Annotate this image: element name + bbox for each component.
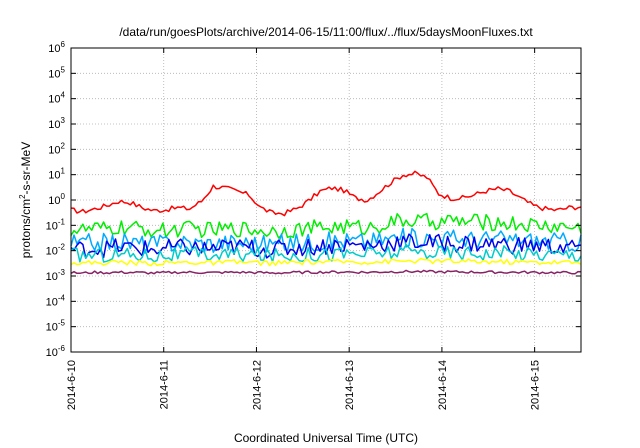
y-tick-label: 10-4 bbox=[46, 293, 66, 308]
grid bbox=[71, 48, 581, 352]
y-tick-base: 10 bbox=[46, 271, 58, 283]
x-tick-label: 2014-6-13 bbox=[344, 360, 356, 410]
y-tick-label: 103 bbox=[48, 116, 65, 131]
x-tick-label: 2014-6-12 bbox=[251, 360, 263, 410]
y-tick-base: 10 bbox=[48, 170, 60, 182]
y-tick-label: 10-3 bbox=[46, 268, 66, 283]
y-tick-base: 10 bbox=[48, 144, 60, 156]
y-tick-base: 10 bbox=[46, 347, 58, 359]
series-line bbox=[70, 212, 582, 239]
y-label-part: -s-sr-MeV bbox=[19, 142, 33, 195]
y-tick-exponent: -3 bbox=[58, 268, 66, 277]
y-tick-exponent: -6 bbox=[58, 344, 66, 353]
x-tick-label: 2014-6-14 bbox=[437, 360, 449, 410]
y-tick-exponent: 0 bbox=[61, 192, 66, 201]
y-tick-label: 10-5 bbox=[46, 319, 66, 334]
y-label-superscript: 2 bbox=[18, 194, 27, 199]
y-tick-label: 104 bbox=[48, 91, 65, 106]
y-tick-exponent: 6 bbox=[61, 40, 66, 49]
x-tick-label: 2014-6-15 bbox=[530, 360, 542, 410]
series-line bbox=[70, 243, 582, 263]
y-tick-exponent: -5 bbox=[58, 319, 66, 328]
y-tick-exponent: 3 bbox=[61, 116, 66, 125]
y-tick-exponent: 5 bbox=[61, 65, 66, 74]
y-tick-base: 10 bbox=[48, 43, 60, 55]
x-axis-label: Coordinated Universal Time (UTC) bbox=[234, 431, 418, 445]
y-tick-base: 10 bbox=[48, 68, 60, 80]
y-tick-base: 10 bbox=[46, 296, 58, 308]
x-tick-label: 2014-6-11 bbox=[159, 360, 171, 409]
series-line bbox=[70, 227, 582, 254]
y-tick-label: 102 bbox=[48, 141, 65, 156]
y-tick-base: 10 bbox=[48, 195, 60, 207]
x-ticks: 2014-6-10 2014-6-11 2014-6-12 2014-6-13 2014… bbox=[66, 48, 542, 410]
series-line bbox=[70, 269, 582, 275]
series-line bbox=[70, 257, 582, 267]
y-label-part: protons/cm bbox=[19, 199, 33, 258]
series-group bbox=[70, 170, 582, 275]
chart-title: /data/run/goesPlots/archive/2014-06-15/1… bbox=[119, 25, 533, 39]
series-line bbox=[70, 233, 582, 259]
y-tick-label: 105 bbox=[48, 65, 65, 80]
y-tick-exponent: -1 bbox=[58, 217, 66, 226]
y-tick-label: 10-1 bbox=[46, 217, 66, 232]
y-tick-label: 100 bbox=[48, 192, 65, 207]
y-tick-base: 10 bbox=[48, 119, 60, 131]
y-tick-base: 10 bbox=[46, 322, 58, 334]
y-tick-base: 10 bbox=[48, 94, 60, 106]
y-tick-exponent: 2 bbox=[61, 141, 66, 150]
y-axis-label: protons/cm2-s-sr-MeV bbox=[18, 142, 33, 258]
y-tick-exponent: -4 bbox=[58, 293, 66, 302]
y-tick-label: 106 bbox=[48, 40, 65, 55]
y-ticks: 10-610-510-410-310-210-11001011021031041… bbox=[46, 40, 581, 359]
y-tick-exponent: -2 bbox=[58, 243, 66, 252]
y-tick-exponent: 4 bbox=[61, 91, 66, 100]
y-tick-base: 10 bbox=[46, 246, 58, 258]
x-tick-label: 2014-6-10 bbox=[66, 360, 78, 410]
y-tick-base: 10 bbox=[46, 220, 58, 232]
y-tick-label: 10-2 bbox=[46, 243, 66, 258]
y-tick-label: 101 bbox=[48, 167, 65, 182]
y-tick-label: 10-6 bbox=[46, 344, 66, 359]
y-tick-exponent: 1 bbox=[61, 167, 66, 176]
series-line bbox=[70, 170, 582, 217]
